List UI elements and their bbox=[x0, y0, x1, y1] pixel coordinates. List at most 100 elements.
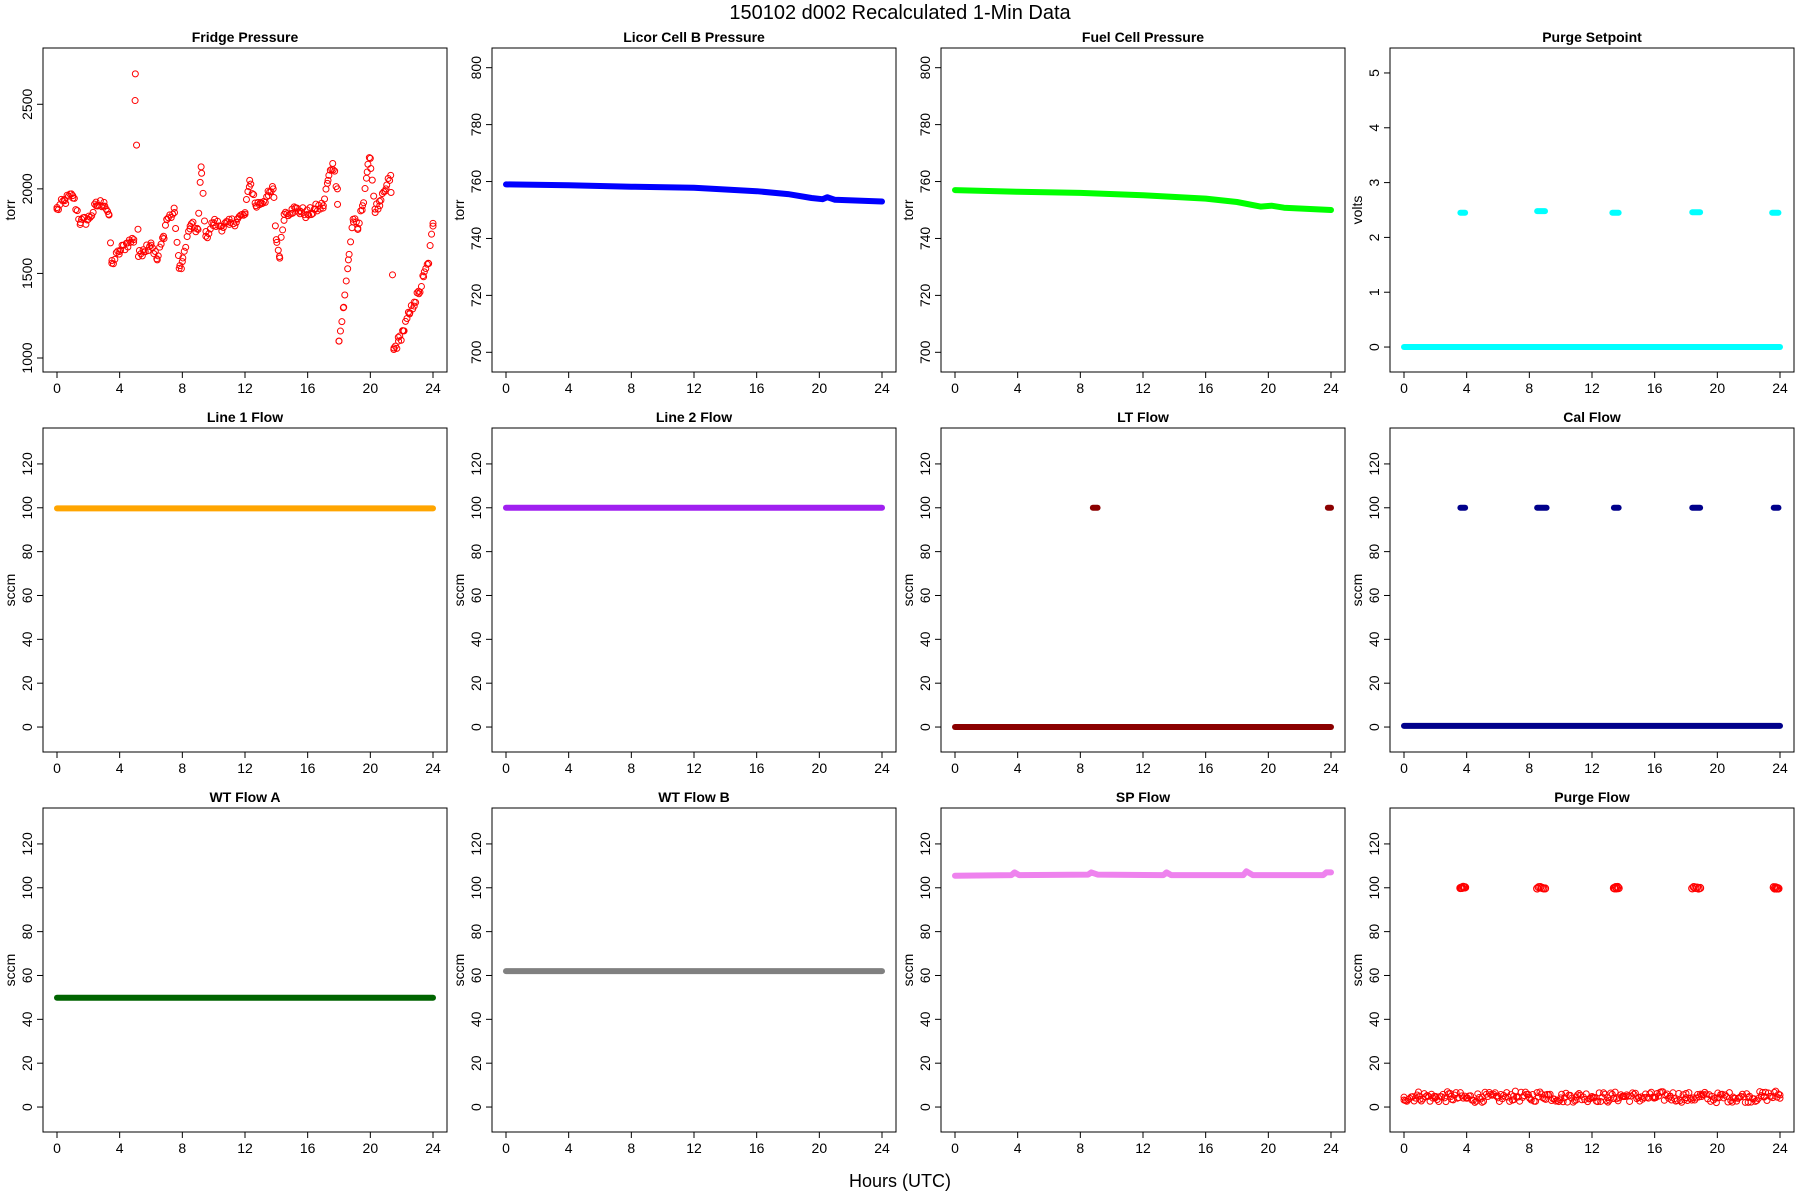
x-tick-label: 0 bbox=[951, 1140, 959, 1156]
y-tick-label: 40 bbox=[19, 1011, 35, 1027]
x-tick-label: 24 bbox=[425, 380, 441, 396]
data-point bbox=[368, 176, 376, 184]
x-tick-label: 20 bbox=[812, 1140, 828, 1156]
data-point bbox=[1676, 1096, 1684, 1104]
data-point bbox=[247, 180, 255, 188]
data-point bbox=[1682, 1094, 1690, 1102]
x-tick-label: 8 bbox=[178, 1140, 186, 1156]
x-tick-label: 12 bbox=[686, 760, 702, 776]
y-axis-label: torr bbox=[451, 199, 467, 220]
data-point bbox=[180, 247, 188, 255]
data-point bbox=[130, 236, 138, 244]
data-band bbox=[503, 181, 885, 205]
x-tick-label: 20 bbox=[1710, 760, 1726, 776]
data-point bbox=[429, 222, 437, 230]
y-tick-label: 100 bbox=[19, 496, 35, 520]
data-point bbox=[280, 210, 288, 218]
panel-title: Cal Flow bbox=[1563, 409, 1621, 425]
data-point bbox=[331, 167, 339, 175]
data-point bbox=[367, 164, 375, 172]
data-point bbox=[360, 199, 368, 207]
data-point bbox=[348, 224, 356, 232]
data-point bbox=[182, 243, 190, 251]
data-point bbox=[175, 264, 183, 272]
x-tick-label: 8 bbox=[1076, 760, 1084, 776]
y-tick-label: 80 bbox=[917, 544, 933, 560]
y-tick-label: 40 bbox=[19, 631, 35, 647]
panel-title: Licor Cell B Pressure bbox=[623, 29, 765, 45]
data-point bbox=[193, 224, 201, 232]
data-point bbox=[387, 188, 395, 196]
data-point bbox=[1628, 1089, 1636, 1097]
figure-x-axis-label: Hours (UTC) bbox=[849, 1171, 951, 1191]
data-point bbox=[371, 205, 379, 213]
data-point bbox=[172, 225, 180, 233]
plot-frame bbox=[1389, 47, 1795, 373]
data-point bbox=[124, 239, 131, 247]
x-tick-label: 20 bbox=[1261, 380, 1277, 396]
data-point bbox=[1600, 1089, 1608, 1097]
plot-frame bbox=[42, 807, 448, 1133]
data-point bbox=[134, 253, 142, 261]
data-point bbox=[1557, 1094, 1565, 1102]
y-tick-label: 760 bbox=[917, 170, 933, 194]
data-point bbox=[363, 168, 371, 176]
x-tick-label: 20 bbox=[363, 760, 379, 776]
data-point bbox=[1423, 1091, 1431, 1099]
data-point bbox=[1582, 1090, 1590, 1098]
data-point bbox=[319, 204, 327, 212]
y-tick-label: 100 bbox=[468, 496, 484, 520]
y-tick-label: 1500 bbox=[19, 258, 35, 289]
x-tick-label: 8 bbox=[1076, 1140, 1084, 1156]
data-point bbox=[233, 215, 241, 223]
x-tick-label: 12 bbox=[1584, 760, 1600, 776]
data-point bbox=[1442, 1098, 1450, 1106]
panel-8: Cal Flow sccm 0 4 8 12 16 20 24 0 20 40 60 80 100 120 bbox=[1349, 409, 1795, 776]
x-tick-label: 16 bbox=[1198, 760, 1214, 776]
data-point bbox=[386, 176, 394, 184]
y-tick-label: 0 bbox=[468, 1103, 484, 1111]
panel-title: LT Flow bbox=[1117, 409, 1169, 425]
data-point bbox=[201, 217, 209, 225]
y-tick-label: 120 bbox=[19, 832, 35, 856]
x-tick-label: 20 bbox=[363, 1140, 379, 1156]
data-point bbox=[312, 205, 319, 213]
data-point bbox=[139, 246, 147, 254]
data-point bbox=[1478, 1098, 1486, 1106]
y-axis-label: sccm bbox=[2, 954, 18, 987]
x-tick-label: 4 bbox=[116, 760, 124, 776]
data-points bbox=[952, 504, 1334, 730]
data-point bbox=[1510, 1092, 1518, 1100]
x-tick-label: 4 bbox=[116, 380, 124, 396]
y-tick-label: 80 bbox=[468, 544, 484, 560]
y-tick-label: 40 bbox=[917, 631, 933, 647]
data-point bbox=[62, 200, 70, 208]
y-tick-label: 80 bbox=[1366, 924, 1382, 940]
data-point bbox=[420, 268, 428, 276]
x-tick-label: 8 bbox=[1525, 380, 1533, 396]
x-tick-label: 20 bbox=[1710, 380, 1726, 396]
x-tick-label: 4 bbox=[1463, 380, 1471, 396]
y-tick-label: 2500 bbox=[19, 89, 35, 120]
y-tick-label: 20 bbox=[917, 675, 933, 691]
data-point bbox=[1762, 1088, 1770, 1096]
data-point bbox=[1619, 1092, 1627, 1100]
y-tick-label: 740 bbox=[917, 227, 933, 251]
data-point bbox=[426, 242, 434, 250]
panel-title: WT Flow A bbox=[209, 789, 280, 805]
data-point bbox=[365, 154, 373, 162]
data-point bbox=[1400, 1093, 1408, 1101]
data-points bbox=[1400, 882, 1784, 1107]
x-tick-label: 24 bbox=[874, 760, 890, 776]
data-point bbox=[355, 219, 363, 227]
data-point bbox=[92, 202, 100, 210]
data-point bbox=[248, 190, 256, 198]
data-points bbox=[952, 187, 1334, 213]
x-tick-label: 8 bbox=[1525, 1140, 1533, 1156]
data-point bbox=[1760, 1092, 1768, 1100]
panel-title: Line 2 Flow bbox=[656, 409, 732, 425]
data-points bbox=[1401, 504, 1783, 729]
x-tick-label: 16 bbox=[749, 380, 765, 396]
x-tick-label: 24 bbox=[425, 1140, 441, 1156]
x-tick-label: 16 bbox=[1647, 760, 1663, 776]
